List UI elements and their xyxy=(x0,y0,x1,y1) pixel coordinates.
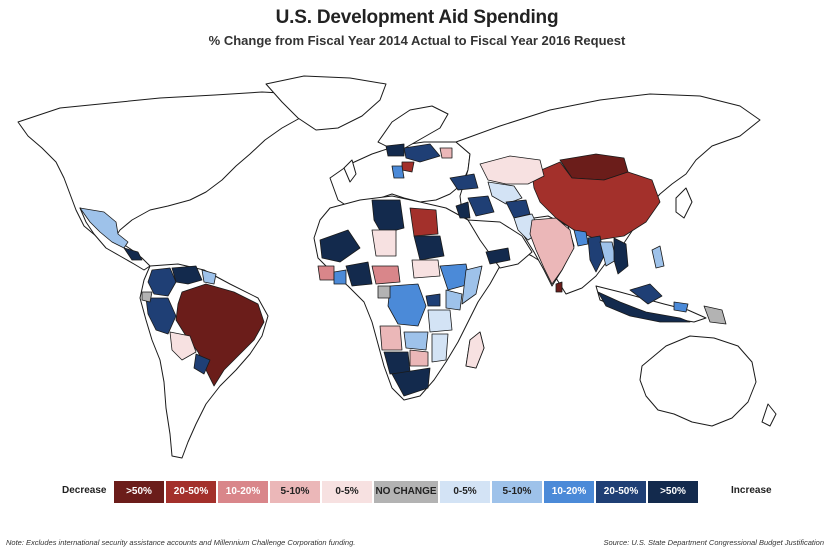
country-drc xyxy=(387,283,427,327)
country-mali-niger xyxy=(319,229,361,263)
country-jordan-lebanon xyxy=(455,201,471,219)
country-car xyxy=(371,265,401,285)
country-mexico xyxy=(79,207,129,249)
country-mozambique xyxy=(431,333,449,363)
country-balkans xyxy=(391,165,405,179)
legend-swatch-5: NO CHANGE xyxy=(374,481,440,503)
legend-swatch-2: 10-20% xyxy=(218,481,270,503)
greenland-landmass xyxy=(265,75,387,131)
legend-swatch-6: 0-5% xyxy=(440,481,492,503)
country-west-africa-increase xyxy=(333,269,347,285)
country-vietnam xyxy=(613,237,629,275)
country-bolivia xyxy=(169,331,197,361)
country-ecuador xyxy=(141,291,153,303)
country-yemen xyxy=(485,247,511,265)
country-east-timor xyxy=(673,301,689,313)
country-belarus xyxy=(385,143,405,157)
country-kenya xyxy=(445,289,463,311)
new-zealand-landmass xyxy=(761,403,777,427)
country-georgia-armenia xyxy=(439,147,453,159)
world-map xyxy=(17,75,777,459)
chart-title: U.S. Development Aid Spending xyxy=(275,7,559,28)
legend-swatch-10: >50% xyxy=(648,481,700,503)
country-somalia xyxy=(461,265,483,305)
country-china xyxy=(531,161,661,241)
legend-swatch-4: 0-5% xyxy=(322,481,374,503)
legend: >50% 20-50% 10-20% 5-10% 0-5% NO CHANGE 0-5% 5-… xyxy=(113,480,701,504)
country-chad xyxy=(371,229,397,257)
country-south-africa xyxy=(391,367,431,397)
arabia-landmass xyxy=(467,219,533,269)
legend-swatch-9: 20-50% xyxy=(596,481,648,503)
country-colombia xyxy=(147,267,177,297)
country-kazakhstan xyxy=(479,155,545,185)
country-ukraine xyxy=(403,143,441,163)
country-sudan xyxy=(413,235,445,261)
country-angola xyxy=(379,325,403,351)
country-madagascar xyxy=(465,331,485,369)
legend-swatch-8: 10-20% xyxy=(544,481,596,503)
legend-swatch-1: 20-50% xyxy=(166,481,218,503)
country-iraq xyxy=(467,195,495,217)
country-west-africa-decrease xyxy=(317,265,335,281)
footnote-note: Note: Excludes international security as… xyxy=(6,538,356,547)
uk-landmass xyxy=(343,159,357,183)
country-zimbabwe xyxy=(409,349,429,367)
country-fills xyxy=(79,143,727,397)
legend-swatch-3: 5-10% xyxy=(270,481,322,503)
country-brazil xyxy=(175,283,265,387)
country-nigeria xyxy=(345,261,373,287)
country-zambia xyxy=(403,331,429,351)
country-philippines xyxy=(651,245,665,269)
country-guianas xyxy=(201,269,217,285)
country-moldova-romania xyxy=(401,161,415,173)
country-papua-new-guinea xyxy=(703,305,727,325)
country-central-america-increase xyxy=(123,247,143,261)
country-tanzania xyxy=(427,309,453,333)
country-burma xyxy=(587,235,605,273)
country-bangladesh xyxy=(573,229,589,247)
japan-landmass xyxy=(675,187,693,219)
country-india xyxy=(529,217,575,285)
country-indonesia-islands xyxy=(597,291,691,323)
country-afghanistan xyxy=(505,199,531,219)
legend-decrease-label: Decrease xyxy=(62,485,107,496)
legend-increase-label: Increase xyxy=(731,485,772,496)
footnote-source: Source: U.S. State Department Congressio… xyxy=(603,538,824,547)
country-gabon-congo xyxy=(377,285,391,299)
country-turkey-region xyxy=(449,173,479,191)
country-peru xyxy=(145,297,177,335)
australia-landmass xyxy=(639,335,757,427)
country-uganda-rwanda xyxy=(425,293,441,307)
country-paraguay xyxy=(193,353,211,375)
country-venezuela xyxy=(171,265,203,285)
legend-swatch-0: >50% xyxy=(114,481,166,503)
legend-swatch-7: 5-10% xyxy=(492,481,544,503)
chart-subtitle: % Change from Fiscal Year 2014 Actual to… xyxy=(208,33,626,48)
north-america-landmass xyxy=(17,91,319,251)
country-egypt xyxy=(409,207,439,237)
country-south-sudan xyxy=(411,259,441,279)
country-indonesia xyxy=(629,283,663,305)
country-sri-lanka xyxy=(555,281,563,293)
